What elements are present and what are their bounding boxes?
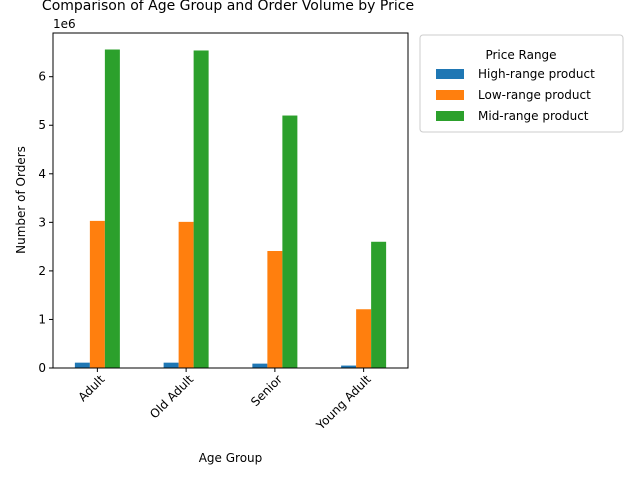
bar-low-range-product-old-adult: [178, 221, 194, 368]
x-axis-label: Age Group: [199, 451, 263, 465]
y-tick-label: 5: [38, 118, 46, 132]
y-tick-label: 6: [38, 70, 46, 84]
legend-items: High-range product Low-range product Mid-r…: [436, 67, 595, 123]
bar-mid-range-product-senior: [282, 115, 298, 369]
plot-frame: [52, 32, 409, 369]
y-tick-label: 1: [38, 312, 46, 326]
legend-title: Price Range: [485, 48, 556, 62]
y-tick-label: 0: [38, 361, 46, 375]
legend-swatch: [436, 111, 464, 121]
y-tick-label: 4: [38, 167, 46, 181]
legend-label: High-range product: [478, 67, 595, 81]
x-tick-label: Old Adult: [147, 372, 196, 421]
bar-low-range-product-adult: [89, 220, 105, 368]
bar-mid-range-product-adult: [104, 49, 120, 368]
bar-mid-range-product-young-adult: [371, 241, 387, 368]
legend-swatch: [436, 90, 464, 100]
bars-group: [74, 49, 387, 369]
chart-title: Comparison of Age Group and Order Volume…: [42, 0, 414, 14]
y-axis-label: Number of Orders: [14, 146, 28, 254]
legend-swatch: [436, 69, 464, 79]
legend-label: Mid-range product: [478, 109, 589, 123]
x-tick-label: Senior: [248, 372, 285, 409]
bar-high-range-product-young-adult: [341, 365, 357, 368]
bar-high-range-product-senior: [252, 363, 268, 368]
legend: Price Range High-range product Low-range …: [419, 34, 624, 133]
y-axis: 0 1 2 3 4 5 6: [38, 70, 53, 375]
y-tick-label: 2: [38, 264, 46, 278]
x-tick-label: Adult: [75, 372, 107, 404]
legend-frame: [419, 34, 624, 133]
bar-high-range-product-adult: [74, 362, 90, 368]
y-tick-label: 3: [38, 215, 46, 229]
legend-label: Low-range product: [478, 88, 591, 102]
bar-high-range-product-old-adult: [163, 362, 179, 368]
x-axis: Adult Old Adult Senior Young Adult: [75, 368, 374, 433]
y-offset-text: 1e6: [53, 17, 76, 31]
bar-low-range-product-young-adult: [356, 309, 372, 368]
bar-low-range-product-senior: [267, 250, 283, 368]
x-tick-label: Young Adult: [313, 372, 374, 433]
bar-mid-range-product-old-adult: [193, 50, 209, 368]
